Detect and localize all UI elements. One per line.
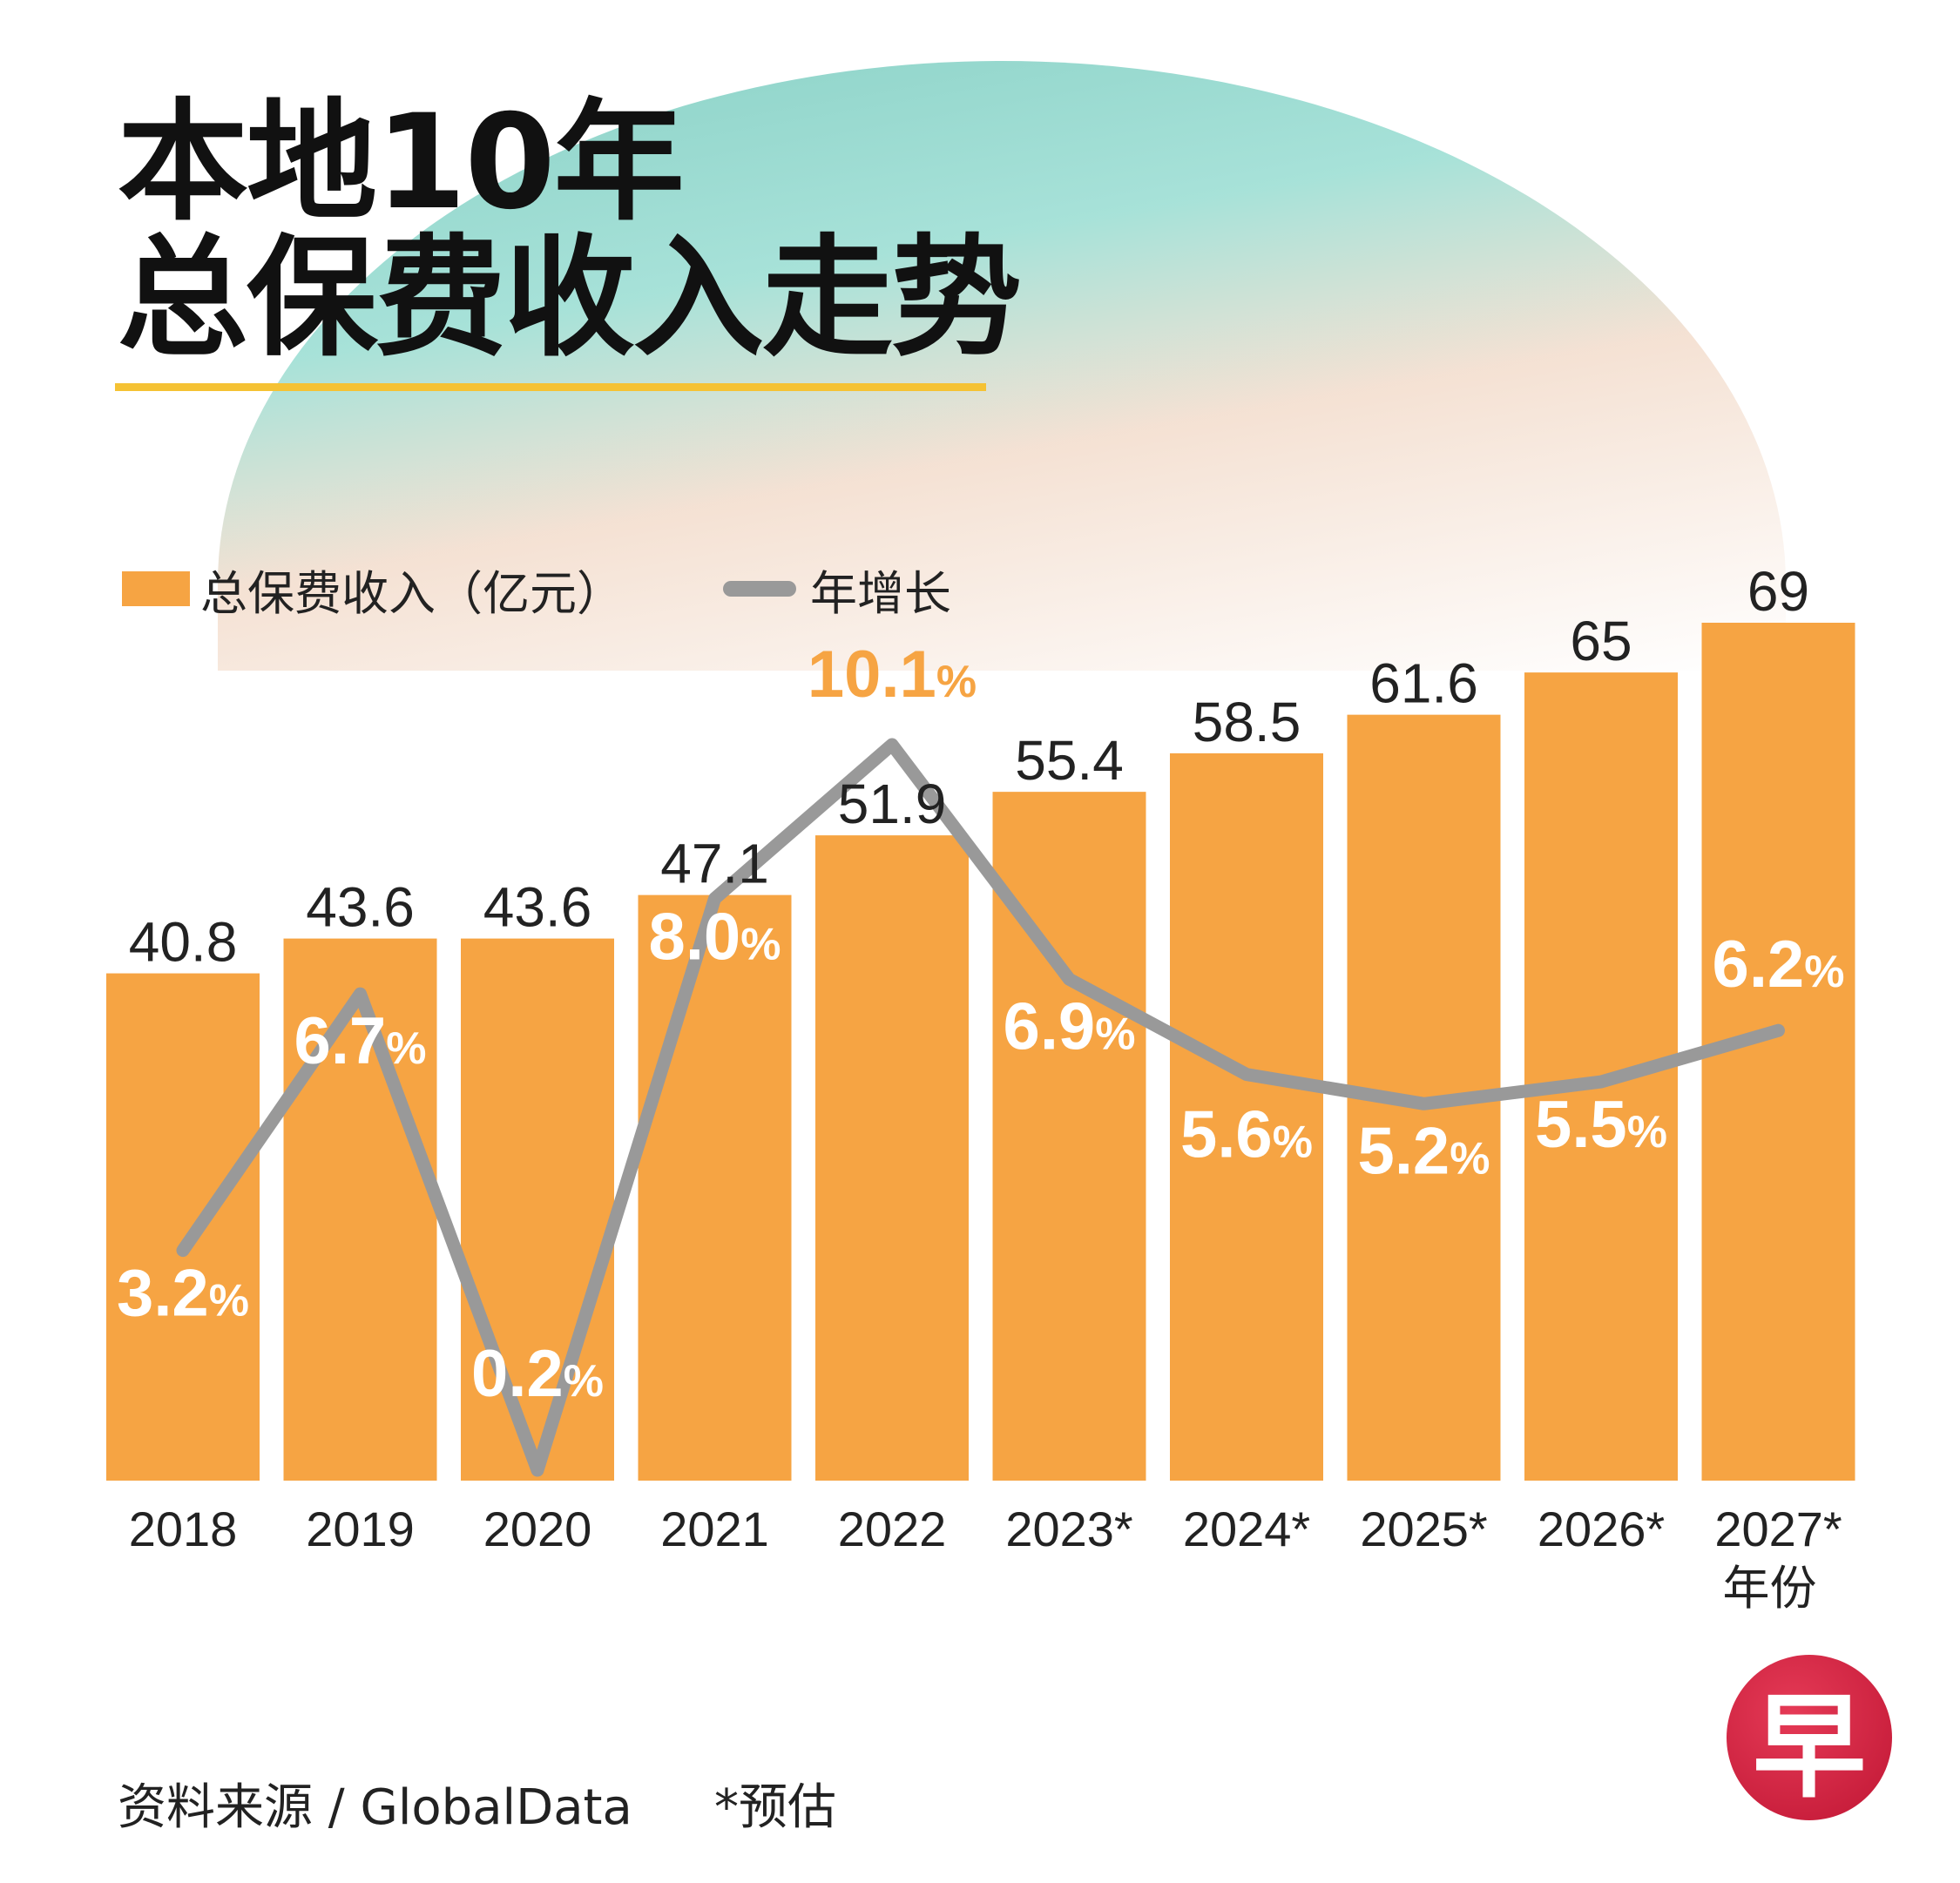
growth-value-label: 3.2% [117, 1257, 249, 1331]
growth-value-label: 0.2% [471, 1337, 604, 1411]
bar-value-label: 55.4 [1015, 729, 1124, 792]
x-tick-label: 2023* [1005, 1502, 1132, 1556]
x-tick-label: 2020 [483, 1502, 592, 1556]
legend-item-growth: 年增长 [723, 557, 951, 621]
bar-value-label: 43.6 [483, 876, 592, 939]
bar-value-label: 51.9 [838, 773, 947, 835]
bar-value-label: 65 [1570, 610, 1632, 672]
x-tick-label: 2022 [838, 1502, 947, 1556]
x-tick-label: 2026* [1538, 1502, 1665, 1556]
growth-line [176, 738, 1785, 1477]
bar-2018 [106, 973, 260, 1481]
bar-2019 [283, 938, 437, 1481]
estimate-note: *预估 [714, 1779, 836, 1836]
title-line-1: 本地10年 [118, 87, 685, 239]
bar-2024* [1170, 753, 1323, 1481]
bar-2021 [638, 894, 792, 1481]
legend-bar-label: 总保费收入（亿元） [200, 565, 624, 621]
growth-value-label: 5.6% [1180, 1098, 1313, 1172]
growth-value-label: 5.2% [1358, 1114, 1490, 1188]
bar-value-label: 43.6 [306, 876, 415, 939]
legend-item-premium: 总保费收入（亿元） [122, 557, 624, 621]
growth-value-label: 6.7% [294, 1004, 427, 1078]
x-tick-label: 2019 [306, 1502, 415, 1556]
title-underline [115, 383, 986, 391]
x-tick-label: 2025* [1360, 1502, 1487, 1556]
x-tick-label: 2018 [129, 1502, 238, 1556]
growth-value-label: 10.1% [808, 638, 977, 712]
legend-line-swatch [723, 581, 796, 597]
growth-value-label: 5.5% [1535, 1088, 1667, 1162]
x-tick-label: 2024* [1183, 1502, 1310, 1556]
x-tick-label: 2027* [1714, 1502, 1842, 1556]
bar-value-label: 47.1 [660, 833, 769, 895]
bar-2022 [815, 835, 969, 1481]
x-tick-label: 2021 [660, 1502, 769, 1556]
legend-line-label: 年增长 [810, 565, 951, 621]
zaobao-logo: 早 [1727, 1655, 1892, 1820]
bar-value-label: 61.6 [1369, 652, 1478, 715]
growth-value-label: 6.2% [1713, 928, 1845, 1002]
bar-value-label: 40.8 [129, 911, 238, 974]
bar-2020 [461, 938, 614, 1481]
growth-value-label: 6.9% [1004, 989, 1136, 1063]
x-axis-label: 年份 [1723, 1561, 1817, 1616]
bar-2023* [992, 792, 1146, 1481]
title-line-2: 总保费收入走势 [118, 223, 1022, 375]
source-note: 资料来源 / GlobalData [118, 1779, 632, 1836]
bar-value-label: 69 [1747, 560, 1809, 623]
bar-value-label: 58.5 [1193, 691, 1301, 753]
legend-bar-swatch [122, 571, 190, 606]
growth-value-label: 8.0% [649, 901, 781, 975]
